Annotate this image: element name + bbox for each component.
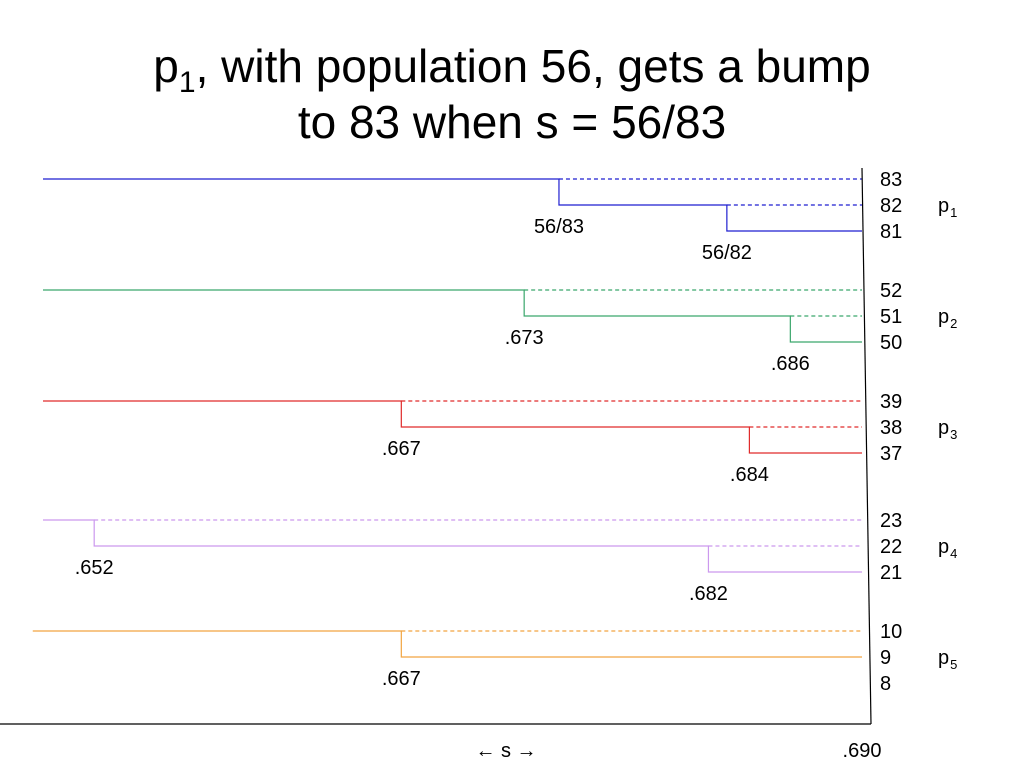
party-3-threshold-label-1: .667 bbox=[382, 438, 421, 460]
party-4-threshold-label-1: .652 bbox=[75, 557, 114, 579]
title-line1-rest: , with population 56, gets a bump bbox=[195, 40, 871, 92]
party-1-threshold-label-2: 56/82 bbox=[702, 242, 752, 264]
party-2-level-label-3: 50 bbox=[880, 332, 902, 354]
party-1-level-label-3: 81 bbox=[880, 221, 902, 243]
party-group-5: .667 10 9 8 p5 bbox=[32, 621, 957, 695]
party-group-1: 56/83 56/82 83 82 81 p1 bbox=[43, 169, 957, 264]
party-5-level-label-3: 8 bbox=[880, 673, 891, 695]
party-4-threshold-label-2: .682 bbox=[689, 583, 728, 605]
party-5-level-label-1: 10 bbox=[880, 621, 902, 643]
title-line-2: to 83 when s = 56/83 bbox=[297, 96, 727, 148]
party-group-4: .652 .682 23 22 21 p4 bbox=[43, 510, 957, 605]
party-2-step-line bbox=[43, 289, 862, 343]
party-2-threshold-label-2: .686 bbox=[771, 353, 810, 375]
party-group-3: .667 .684 39 38 37 p3 bbox=[43, 391, 957, 486]
party-4-name-label: p4 bbox=[938, 536, 957, 561]
party-1-level-label-1: 83 bbox=[880, 169, 902, 191]
axes-layer: ← s → .690 bbox=[0, 167, 882, 762]
party-2-name-label: p2 bbox=[938, 306, 957, 331]
parties-layer: 56/8356/82838281p1.673.686525150p2.667.6… bbox=[32, 169, 957, 695]
party-4-level-label-1: 23 bbox=[880, 510, 902, 532]
party-1-level-label-2: 82 bbox=[880, 195, 902, 217]
party-3-threshold-label-2: .684 bbox=[730, 464, 769, 486]
title-prefix-sub: 1 bbox=[178, 66, 196, 99]
party-5-step-line bbox=[32, 630, 862, 658]
party-4-step-line bbox=[43, 519, 862, 573]
slide-title: p1, with population 56, gets a bump to 8… bbox=[0, 38, 1024, 150]
party-1-threshold-label-1: 56/83 bbox=[534, 216, 584, 238]
party-4-level-label-2: 22 bbox=[880, 536, 902, 558]
party-1-step-line bbox=[43, 178, 862, 232]
party-2-level-label-2: 51 bbox=[880, 306, 902, 328]
title-line-1: p1, with population 56, gets a bump bbox=[153, 40, 871, 98]
right-axis-line bbox=[861, 167, 872, 725]
party-5-level-label-2: 9 bbox=[880, 647, 891, 669]
party-1-name-label: p1 bbox=[938, 195, 957, 220]
party-4-level-label-3: 21 bbox=[880, 562, 902, 584]
party-3-level-label-3: 37 bbox=[880, 443, 902, 465]
party-3-name-label: p3 bbox=[938, 417, 957, 442]
party-3-level-label-1: 39 bbox=[880, 391, 902, 413]
title-prefix: p bbox=[153, 40, 179, 92]
party-5-name-label: p5 bbox=[938, 647, 957, 672]
party-2-threshold-label-1: .673 bbox=[505, 327, 544, 349]
party-5-threshold-label-1: .667 bbox=[382, 668, 421, 690]
axis-end-label: .690 bbox=[843, 740, 882, 762]
party-3-step-line bbox=[43, 400, 862, 454]
party-2-level-label-1: 52 bbox=[880, 280, 902, 302]
party-3-level-label-2: 38 bbox=[880, 417, 902, 439]
party-group-2: .673 .686 52 51 50 p2 bbox=[43, 280, 957, 375]
x-axis-label: ← s → bbox=[475, 740, 536, 762]
